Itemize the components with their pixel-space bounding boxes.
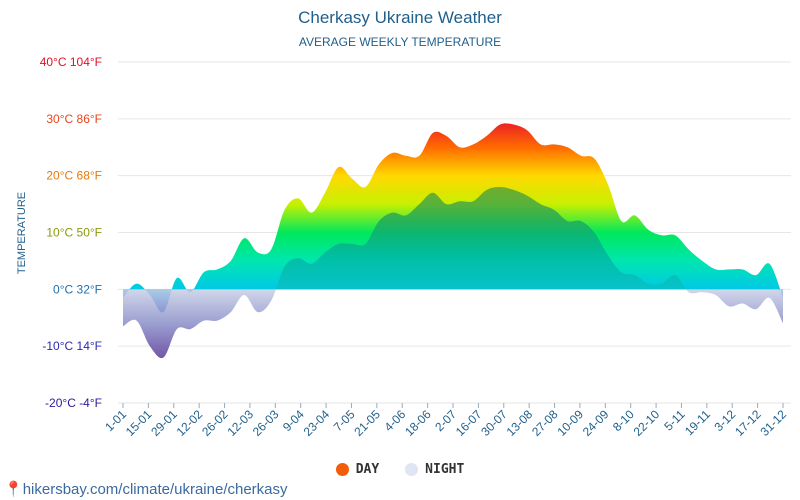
- y-tick-label: -20°C -4°F: [45, 396, 102, 410]
- x-tick-label: 23-04: [301, 407, 333, 439]
- x-tick-label: 27-08: [529, 407, 561, 439]
- x-tick-label: 12-03: [224, 407, 256, 439]
- y-tick-label: 10°C 50°F: [46, 226, 102, 240]
- x-tick-label: 26-02: [199, 407, 231, 439]
- y-tick-label: 30°C 86°F: [46, 112, 102, 126]
- legend-night-swatch: [405, 463, 419, 476]
- chart-subtitle: AVERAGE WEEKLY TEMPERATURE: [298, 35, 502, 49]
- x-tick-label: 17-12: [732, 407, 764, 439]
- series-night-negative-area: [123, 289, 783, 359]
- series-night-area: [123, 187, 783, 290]
- x-tick-label: 31-12: [758, 407, 790, 439]
- x-tick-label: 22-10: [631, 407, 663, 439]
- x-tick-label: 13-08: [504, 407, 536, 439]
- x-tick-label: 15-01: [123, 407, 155, 439]
- legend-item-night[interactable]: NIGHT: [405, 462, 464, 477]
- legend-item-day[interactable]: DAY: [335, 462, 380, 477]
- x-tick-label: 24-09: [580, 407, 612, 439]
- x-tick-label: 29-01: [148, 407, 180, 439]
- x-tick-label: 19-11: [682, 407, 713, 438]
- x-tick-label: 30-07: [478, 407, 510, 439]
- legend-night-label: NIGHT: [425, 462, 465, 477]
- legend-day-label: DAY: [355, 462, 380, 477]
- map-pin-icon: 📍: [4, 481, 23, 498]
- y-tick-label: 40°C 104°F: [40, 55, 102, 69]
- x-tick-label: 16-07: [453, 407, 485, 439]
- source-link-text: hikersbay.com/climate/ukraine/cherkasy: [22, 481, 288, 498]
- chart-legend: DAY NIGHT: [0, 462, 800, 477]
- y-tick-label: 0°C 32°F: [53, 282, 102, 296]
- x-tick-label: 21-05: [351, 407, 383, 439]
- x-tick-label: 10-09: [554, 407, 586, 439]
- x-tick-label: 26-03: [250, 407, 282, 439]
- legend-day-swatch: [335, 463, 349, 476]
- source-link[interactable]: 📍hikersbay.com/climate/ukraine/cherkasy: [4, 480, 288, 498]
- chart-title: Cherkasy Ukraine Weather: [298, 8, 502, 27]
- x-tick-label: 18-06: [402, 407, 434, 439]
- y-axis-title: TEMPERATURE: [16, 192, 28, 274]
- y-tick-label: -10°C 14°F: [42, 339, 102, 353]
- y-tick-label: 20°C 68°F: [46, 169, 102, 183]
- x-tick-label: 12-02: [174, 407, 206, 439]
